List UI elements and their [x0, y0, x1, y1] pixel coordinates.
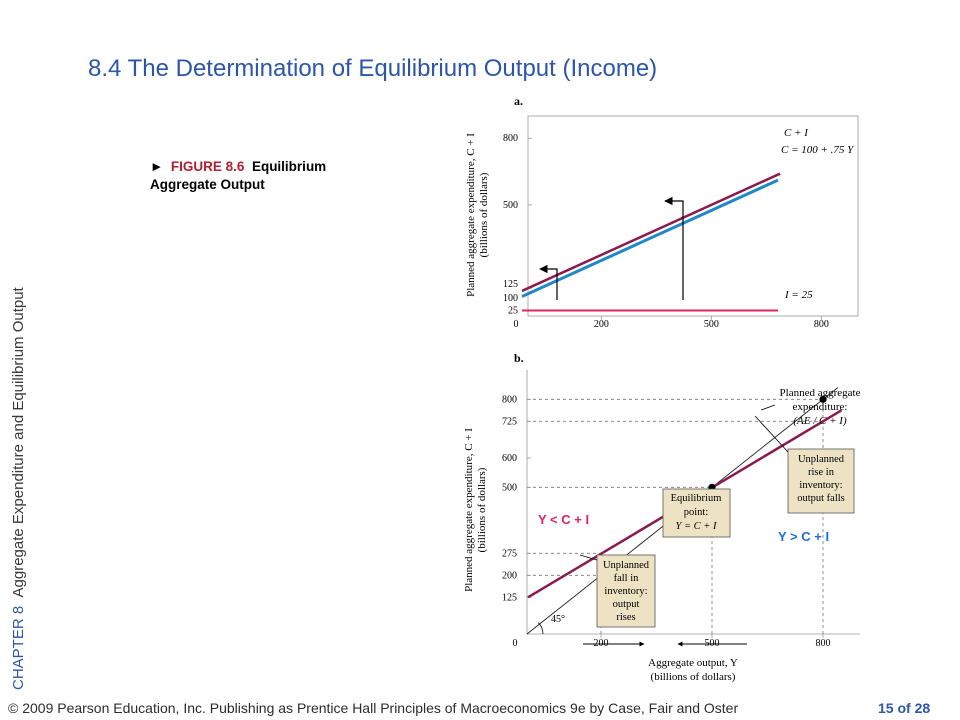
unplanned-fall-callout [596, 554, 656, 628]
panel-a-ytick-label: 100 [503, 293, 518, 304]
figure-name-line1: Equilibrium [251, 159, 327, 174]
panel-a-arrow-right [664, 196, 684, 300]
rise-box-line4: output falls [797, 493, 845, 504]
panel-b-ytick-label: 275 [502, 548, 517, 559]
panel-a-c-label: C = 100 + .75 Y [781, 144, 855, 156]
panel-a-arrows [539, 196, 684, 300]
panel-b-point [819, 395, 827, 403]
y-greater-label: Y > C + I [778, 529, 829, 544]
panel-b-ytick-label: 200 [502, 570, 517, 581]
figure-caption: ► FIGURE 8.6 Equilibrium Aggregate Outpu… [150, 158, 326, 194]
fall-box-line2: fall in [614, 573, 640, 584]
panel-a-ytick-label: 800 [503, 133, 518, 144]
panel-a: a. Planned aggregate expenditure, C + I … [465, 94, 859, 330]
panel-b-xlabel: Aggregate output, Y [648, 657, 738, 669]
panel-b-xlabel2: (billions of dollars) [651, 671, 736, 683]
panel-a-label: a. [514, 94, 523, 108]
panel-a-series-line [521, 178, 779, 298]
panel-a-xtick-label: 500 [704, 319, 719, 330]
rise-box-line2: rise in [808, 467, 835, 478]
eq-box-line2: point: [684, 507, 709, 518]
ae-label-line1: Planned aggregate [780, 387, 861, 399]
fall-leader [579, 554, 598, 561]
fall-box-line3: inventory: [604, 586, 647, 597]
rise-leader [754, 415, 789, 453]
rise-box-line3: inventory: [799, 480, 842, 491]
panel-a-ytick-label: 25 [508, 305, 518, 316]
panel-b-ytick-label: 800 [502, 394, 517, 405]
panel-b-ylabel2: (billions of dollars) [476, 467, 488, 552]
footer-copyright: © 2009 Pearson Education, Inc. Publishin… [8, 700, 739, 716]
panel-a-arrow-left [539, 264, 558, 300]
ae-label-line2: expenditure: [793, 401, 848, 413]
panel-a-i-label: I = 25 [784, 289, 813, 301]
unplanned-rise-callout [787, 448, 855, 514]
panel-b-ytick-label: 725 [502, 416, 517, 427]
panel-b-label: b. [514, 351, 524, 365]
panel-a-frame [527, 115, 859, 317]
panel-a-ytick-label: 125 [503, 279, 518, 290]
panel-b-ytick-label: 125 [502, 592, 517, 603]
panel-b: b. Planned aggregate expenditure, C + I … [463, 351, 861, 683]
rise-box-line1: Unplanned [798, 454, 845, 465]
eq-box-line1: Equilibrium [671, 493, 722, 504]
panel-a-ytick-label: 500 [503, 200, 518, 211]
panel-a-xtick-label: 200 [594, 319, 609, 330]
panel-a-ylabel: Planned aggregate expenditure, C + I [465, 133, 477, 297]
page-counter: 15 of 28 [878, 700, 931, 716]
fall-box-line4: output [613, 599, 640, 610]
panel-b-angle-label: 45° [551, 614, 565, 625]
panel-b-xtick-label: 0 [513, 638, 518, 649]
eq-box-line3: Y = C + I [675, 521, 717, 532]
ae-leader [760, 404, 776, 411]
panel-a-series-line [521, 172, 781, 293]
panel-b-xtick-label: 800 [816, 638, 831, 649]
panel-b-angle-arc [537, 622, 544, 635]
panel-a-xtick-label: 800 [814, 319, 829, 330]
equilibrium-callout [662, 488, 731, 538]
y-less-label: Y < C + I [538, 512, 589, 527]
slide-title: 8.4 The Determination of Equilibrium Out… [88, 55, 658, 82]
figure-number: FIGURE 8.6 [170, 159, 245, 174]
panel-a-series [521, 172, 781, 312]
ae-label-line3: (AE / C + I) [793, 415, 847, 427]
fall-box-line5: rises [616, 612, 635, 623]
figure-name-line2: Aggregate Output [150, 177, 265, 192]
panel-b-ytick-label: 600 [502, 453, 517, 464]
panel-b-ylabel: Planned aggregate expenditure, C + I [463, 428, 475, 592]
caption-arrow-icon: ► [150, 159, 164, 174]
panel-b-ytick-label: 500 [502, 482, 517, 493]
panel-a-ci-label: C + I [784, 127, 809, 139]
panel-a-ylabel2: (billions of dollars) [478, 172, 490, 257]
fall-box-line1: Unplanned [603, 560, 650, 571]
panel-a-xtick-label: 0 [514, 319, 519, 330]
